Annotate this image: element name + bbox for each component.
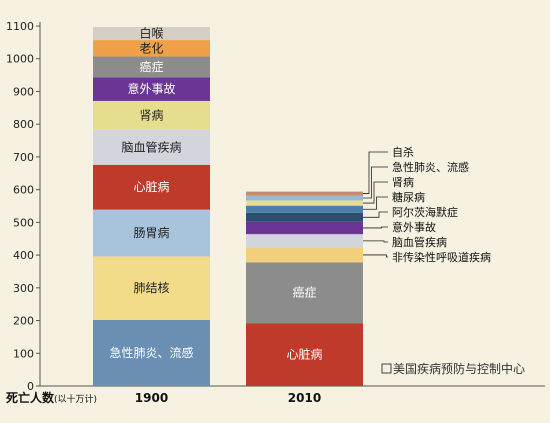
annotation-label: 糖尿病 (392, 190, 425, 204)
annotation-leader (363, 211, 388, 218)
x-category-label: 2010 (288, 391, 321, 405)
annotation-label: 阿尔茨海默症 (392, 205, 458, 219)
x-category-label: 1900 (135, 391, 168, 405)
annotation-leader (363, 254, 388, 258)
source-checkbox-icon (381, 363, 392, 374)
y-tick-label: 0 (27, 380, 34, 393)
bar-segment (246, 262, 363, 324)
y-tick-label: 800 (13, 118, 34, 131)
source-text: 美国疾病预防与控制中心 (393, 361, 525, 376)
annotation-leader (363, 181, 388, 204)
bar-segment (93, 319, 210, 386)
segment-label: 癌症 (292, 285, 316, 300)
bar-segment (93, 129, 210, 165)
segment-label: 急性肺炎、流感 (109, 345, 193, 360)
annotation-leader (363, 226, 388, 229)
y-tick-label: 600 (13, 184, 34, 197)
bar-segment (246, 212, 363, 222)
segment-label: 心脏病 (133, 179, 169, 194)
bar-segment (93, 26, 210, 41)
y-axis-title: 死亡人数(以十万计) (6, 390, 97, 405)
annotation-leader (363, 151, 388, 194)
bar-segment (246, 191, 363, 196)
y-tick-label: 500 (13, 216, 34, 229)
y-tick-label: 400 (13, 249, 34, 262)
bar-segment (93, 40, 210, 57)
bar-segment (93, 77, 210, 101)
bar-segment (246, 195, 363, 201)
annotation-leader (363, 240, 388, 243)
bar-segment (93, 100, 210, 130)
y-tick-label: 1000 (6, 53, 34, 66)
segment-label: 意外事故 (127, 81, 175, 96)
y-tick-label: 700 (13, 151, 34, 164)
x-axis-title: 死亡人数(以十万计) (6, 390, 97, 405)
segment-label: 心脏病 (286, 347, 322, 362)
annotation-label: 自杀 (392, 145, 414, 159)
bar-segment (93, 256, 210, 320)
y-axis: 0 100 200 300 400 500 600 700 800 900 1000 1100 (6, 20, 545, 393)
segment-label: 肠胃病 (133, 225, 169, 240)
bar-segment (246, 247, 363, 263)
source-box: 美国疾病预防与控制中心 (381, 361, 525, 376)
bar-segment (246, 205, 363, 213)
bar-segment (246, 200, 363, 206)
segment-label: 脑血管疾病 (121, 139, 181, 154)
y-tick-label: 200 (13, 315, 34, 328)
bar-segment (246, 234, 363, 248)
annotation-label: 肾病 (392, 175, 414, 189)
bars: 急性肺炎、流感肺结核肠胃病心脏病脑血管疾病肾病意外事故癌症老化白喉1900心脏病… (93, 26, 363, 405)
bar-segment (93, 209, 210, 257)
y-tick-label: 1100 (6, 20, 34, 33)
annotation-leader (363, 166, 388, 199)
y-tick-label: 300 (13, 282, 34, 295)
segment-label: 肾病 (139, 107, 163, 122)
segment-label: 癌症 (139, 59, 163, 74)
segment-label: 肺结核 (133, 281, 169, 295)
annotation-label: 非传染性呼吸道疾病 (392, 250, 491, 264)
y-tick-label: 900 (13, 85, 34, 98)
bar-segment (93, 164, 210, 210)
segment-label: 老化 (139, 41, 163, 55)
y-tick-label: 100 (13, 347, 34, 360)
annotation-label: 急性肺炎、流感 (392, 160, 469, 174)
annotation-label: 意外事故 (392, 220, 436, 234)
annotation-leader (363, 196, 388, 210)
annotation-label: 脑血管疾病 (392, 235, 447, 249)
bar-segment (246, 323, 363, 386)
bar-segment (246, 221, 363, 235)
bar-segment (93, 56, 210, 78)
segment-label: 白喉 (139, 26, 163, 41)
